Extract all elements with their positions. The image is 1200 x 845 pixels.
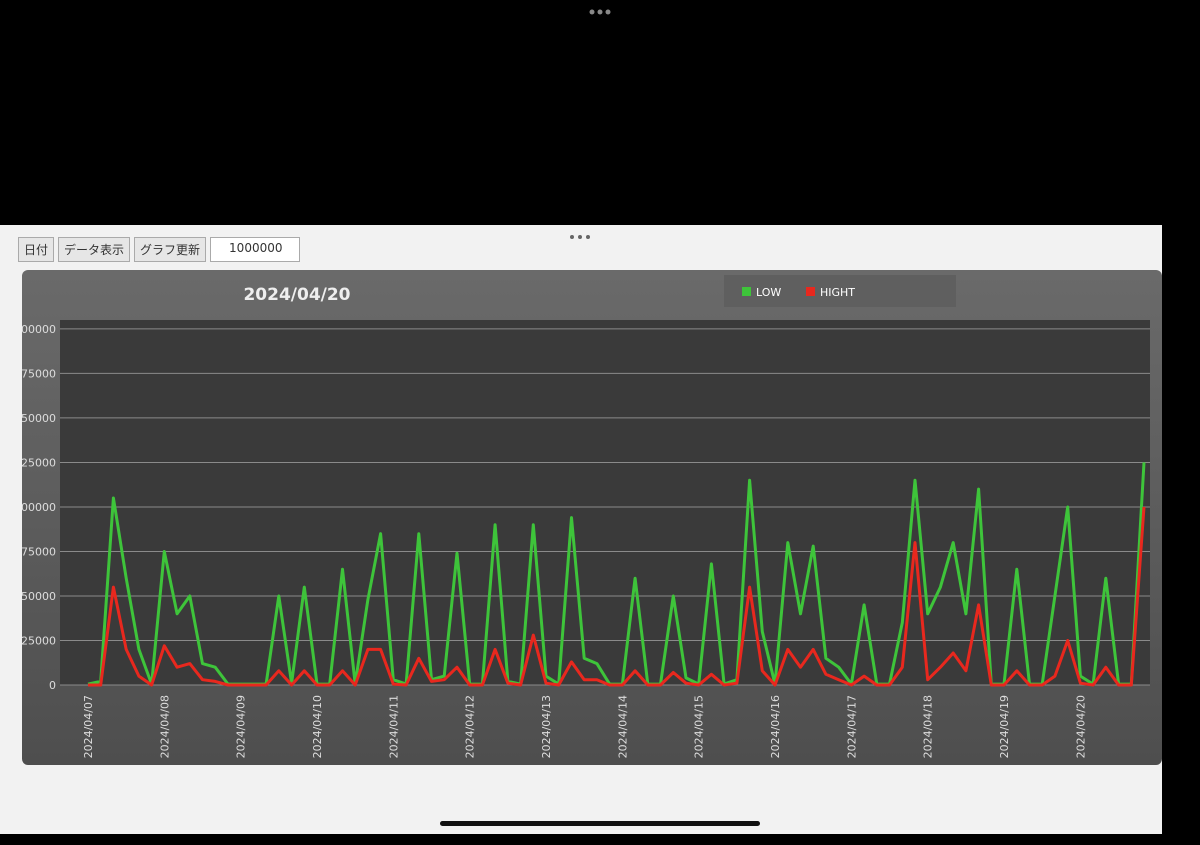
status-area: [589, 9, 611, 15]
x-tick-label: 2024/04/11: [387, 695, 400, 758]
legend-label: LOW: [756, 286, 781, 299]
x-tick-label: 2024/04/14: [616, 695, 629, 758]
x-tick-label: 2024/04/16: [769, 695, 782, 758]
x-tick-label: 2024/04/07: [82, 695, 95, 758]
y-tick-label: 25000: [22, 634, 56, 647]
y-tick-label: 200000: [22, 323, 56, 336]
legend-label: HIGHT: [820, 286, 855, 299]
y-tick-label: 150000: [22, 412, 56, 425]
update-graph-button[interactable]: グラフ更新: [134, 237, 207, 262]
x-tick-label: 2024/04/19: [998, 695, 1011, 758]
show-data-button[interactable]: データ表示: [58, 237, 131, 262]
number-input[interactable]: 1000000: [210, 237, 300, 262]
chart-panel: 2024/04/20 0 25000 50000 75000 100000 125000 1…: [14, 270, 1162, 765]
footer: [440, 821, 760, 826]
y-tick-label: 175000: [22, 367, 56, 380]
y-tick-label: 125000: [22, 456, 56, 469]
legend-swatch: [742, 287, 751, 296]
x-tick-label: 2024/04/09: [235, 695, 248, 758]
legend-box: [724, 275, 956, 307]
app-window: 日付 データ表示 グラフ更新 1000000 2024/04/20 0 25000…: [0, 225, 1162, 834]
y-tick-label: 75000: [22, 545, 56, 558]
chart-title: 2024/04/20: [243, 285, 350, 305]
x-tick-label: 2024/04/13: [540, 695, 553, 758]
y-tick-label: 0: [49, 679, 56, 692]
x-tick-label: 2024/04/17: [845, 695, 858, 758]
x-tick-label: 2024/04/12: [464, 695, 477, 758]
x-tick-label: 2024/04/18: [922, 695, 935, 758]
toolbar: 日付 データ表示 グラフ更新 1000000: [18, 237, 300, 262]
x-tick-label: 2024/04/10: [311, 695, 324, 758]
x-tick-label: 2024/04/20: [1074, 695, 1087, 758]
series-line: [88, 506, 1146, 687]
chart: 2024/04/20 0 25000 50000 75000 100000 125000 1…: [14, 275, 1150, 758]
date-button[interactable]: 日付: [18, 237, 55, 262]
x-tick-label: 2024/04/15: [693, 695, 706, 758]
handle: [570, 235, 590, 239]
legend-swatch: [806, 287, 815, 296]
y-tick-label: 100000: [22, 501, 56, 514]
plot-area: [60, 320, 1150, 685]
y-tick-label: 50000: [22, 590, 56, 603]
x-tick-label: 2024/04/08: [158, 695, 171, 758]
